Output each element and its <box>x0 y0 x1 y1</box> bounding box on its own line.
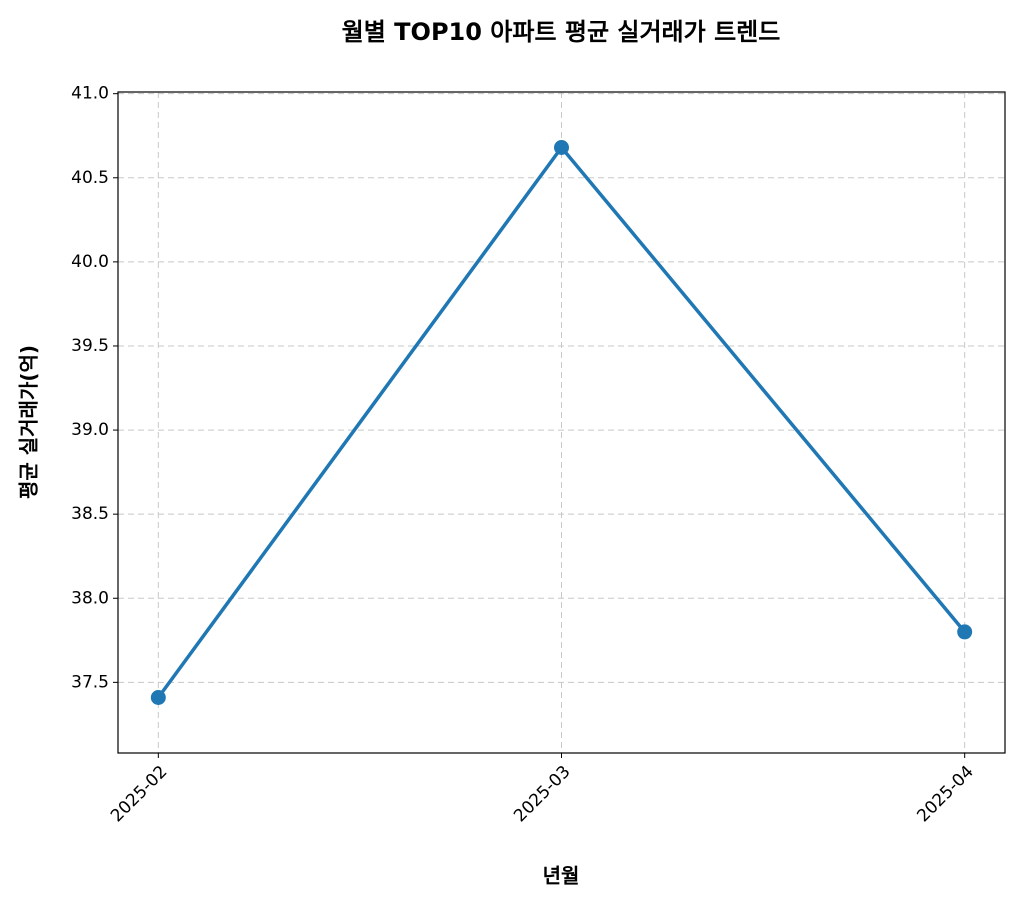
y-tick-label: 40.0 <box>71 252 109 272</box>
chart-title: 월별 TOP10 아파트 평균 실거래가 트렌드 <box>342 18 781 46</box>
y-axis-label: 평균 실거래가(억) <box>17 345 41 499</box>
y-tick-label: 38.0 <box>71 588 109 608</box>
plot-frame <box>117 91 1006 754</box>
x-tick-label: 2025-03 <box>510 762 574 826</box>
data-point <box>554 140 569 156</box>
y-tick-label: 40.5 <box>71 168 109 188</box>
x-tick-label: 2025-04 <box>913 762 977 826</box>
y-tick-label: 39.0 <box>71 420 109 440</box>
data-point <box>150 689 166 705</box>
y-tick-label: 39.5 <box>71 336 109 356</box>
y-tick-label: 37.5 <box>71 672 109 692</box>
x-tick-label: 2025-02 <box>107 762 171 826</box>
y-tick-label: 41.0 <box>71 84 109 104</box>
data-point <box>957 624 973 640</box>
x-axis-label: 년월 <box>543 864 580 888</box>
y-tick-label: 38.5 <box>71 504 109 524</box>
